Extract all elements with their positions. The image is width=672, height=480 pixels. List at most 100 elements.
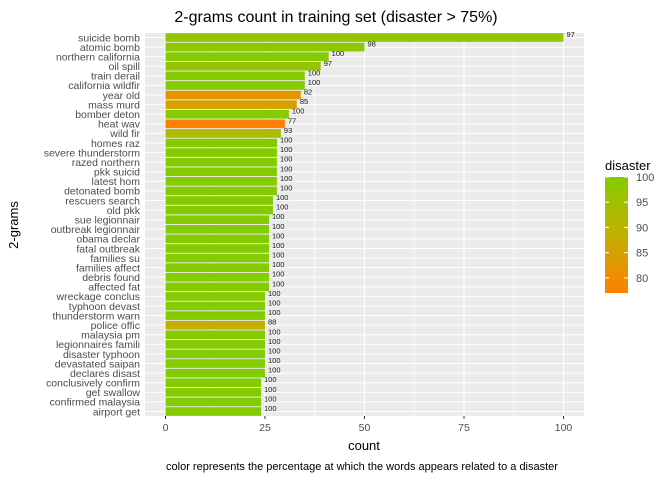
chart-caption: color represents the percentage at which… <box>166 461 558 473</box>
bar <box>165 253 269 263</box>
value-label: 100 <box>268 366 281 375</box>
bar <box>165 157 277 167</box>
bar <box>165 109 289 119</box>
category-label: outbreak legionnair <box>51 224 141 236</box>
bar <box>165 272 269 282</box>
value-label: 85 <box>300 97 308 106</box>
value-label: 97 <box>324 59 332 68</box>
bar <box>165 301 265 311</box>
legend: disaster 100 95 90 85 80 <box>605 158 654 293</box>
category-label: debris found <box>82 272 140 284</box>
bar <box>165 215 269 225</box>
bar <box>165 167 277 177</box>
category-label: declares disast <box>70 368 140 380</box>
category-label: heat wav <box>98 119 141 131</box>
legend-tick-label: 90 <box>636 222 648 234</box>
value-label: 100 <box>272 241 285 250</box>
bar <box>165 100 297 109</box>
bar <box>165 33 564 42</box>
value-label: 100 <box>272 260 285 269</box>
category-label: train derail <box>91 71 140 83</box>
value-label: 100 <box>264 385 277 394</box>
category-label: northern california <box>56 51 140 63</box>
bar <box>165 234 269 244</box>
bar <box>165 320 265 330</box>
bar <box>165 282 269 292</box>
value-label: 100 <box>308 78 321 87</box>
category-label: families su <box>90 253 140 265</box>
value-label: 82 <box>304 88 312 97</box>
x-axis-title: count <box>348 438 380 453</box>
category-label: fatal outbreak <box>76 243 140 255</box>
bar <box>165 224 269 234</box>
category-label: wreckage conclus <box>56 291 140 303</box>
bar <box>165 263 269 272</box>
value-label: 100 <box>264 404 277 413</box>
category-label: typhoon devast <box>69 301 140 313</box>
value-label: 100 <box>264 394 277 403</box>
legend-title: disaster <box>605 158 651 173</box>
legend-tick-label: 95 <box>636 197 648 209</box>
category-label: confirmed malaysia <box>50 397 141 409</box>
value-label: 100 <box>276 203 289 212</box>
value-label: 100 <box>272 231 285 240</box>
value-label: 98 <box>368 40 376 49</box>
value-label: 100 <box>280 174 293 183</box>
category-label: latest hom <box>92 176 141 188</box>
bar <box>165 90 301 100</box>
value-labels: 9798100971001008285100779310010010010010… <box>264 30 575 413</box>
bar <box>165 378 262 388</box>
category-label: pkk suicid <box>94 167 140 179</box>
category-label: detonated bomb <box>64 186 140 198</box>
value-label: 97 <box>567 30 575 39</box>
bar <box>165 205 273 215</box>
value-label: 100 <box>268 327 281 336</box>
value-label: 100 <box>276 193 289 202</box>
category-label: thunderstorm warn <box>52 310 140 322</box>
category-label: suicide bomb <box>78 32 140 44</box>
category-label: airport get <box>93 406 140 418</box>
x-tick-labels: 0 25 50 75 100 <box>163 416 572 434</box>
bar <box>165 186 277 196</box>
value-label: 88 <box>268 318 276 327</box>
category-label: families affect <box>76 262 140 274</box>
x-tick-label: 25 <box>259 422 271 434</box>
chart-title: 2-grams count in training set (disaster … <box>174 9 497 26</box>
bar <box>165 330 265 340</box>
value-label: 100 <box>280 135 293 144</box>
bar <box>165 340 265 349</box>
value-label: 100 <box>272 251 285 260</box>
bars <box>165 33 564 416</box>
category-label: obama declar <box>76 234 140 246</box>
category-label: disaster typhoon <box>63 349 140 361</box>
bar <box>165 81 305 90</box>
category-label: affected fat <box>88 282 140 294</box>
category-label: conclusively confirm <box>46 378 140 390</box>
category-label: police offic <box>91 320 140 332</box>
category-label: razed northern <box>72 157 140 169</box>
value-label: 100 <box>268 346 281 355</box>
category-label: severe thunderstorm <box>44 147 141 159</box>
category-label: bomber deton <box>75 109 140 121</box>
value-label: 100 <box>268 356 281 365</box>
bar <box>165 359 265 368</box>
value-label: 100 <box>280 164 293 173</box>
x-tick-label: 0 <box>163 422 169 434</box>
bar <box>165 138 277 148</box>
x-tick-label: 50 <box>359 422 371 434</box>
legend-tick-label: 80 <box>636 273 648 285</box>
value-label: 93 <box>284 126 292 135</box>
bar <box>165 244 269 253</box>
value-label: 100 <box>280 145 293 154</box>
category-label: devastated saipan <box>55 358 140 370</box>
bar <box>165 52 329 61</box>
category-label: atomic bomb <box>80 42 140 54</box>
value-label: 100 <box>308 68 321 77</box>
value-label: 77 <box>288 116 296 125</box>
category-label: malaysia pm <box>81 330 140 342</box>
value-label: 100 <box>272 222 285 231</box>
bar <box>165 407 262 416</box>
value-label: 100 <box>268 308 281 317</box>
